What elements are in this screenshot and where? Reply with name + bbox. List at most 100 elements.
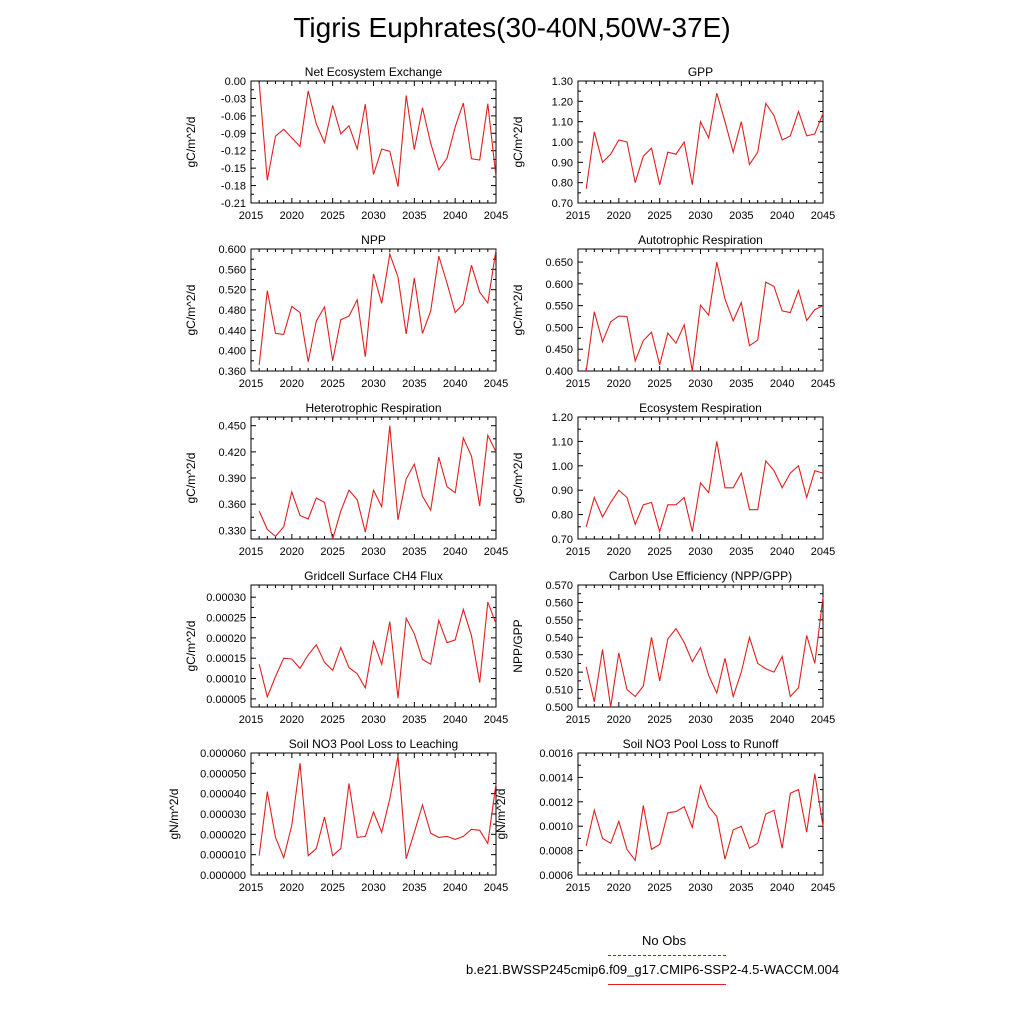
y-tick-label: 0.0012 bbox=[539, 797, 573, 809]
y-tick-label: 0.500 bbox=[545, 322, 573, 334]
x-tick-label: 2035 bbox=[729, 546, 753, 558]
x-tick-label: 2015 bbox=[239, 210, 263, 222]
y-tick-label: 0.00020 bbox=[206, 633, 246, 645]
y-tick-label: 0.000060 bbox=[200, 748, 246, 760]
x-tick-label: 2030 bbox=[688, 378, 712, 390]
x-tick-label: 2040 bbox=[770, 546, 794, 558]
x-tick-label: 2020 bbox=[607, 210, 631, 222]
x-tick-label: 2020 bbox=[607, 546, 631, 558]
x-tick-label: 2040 bbox=[443, 546, 467, 558]
panel-title: NPP bbox=[361, 233, 386, 247]
y-tick-label: 0.550 bbox=[545, 301, 573, 313]
y-tick-label: 1.20 bbox=[552, 412, 573, 424]
y-tick-label: 0.0016 bbox=[539, 748, 573, 760]
y-tick-label: 0.90 bbox=[552, 157, 573, 169]
panel-title: Soil NO3 Pool Loss to Runoff bbox=[623, 737, 780, 751]
y-tick-label: 1.00 bbox=[552, 137, 573, 149]
x-tick-label: 2040 bbox=[770, 210, 794, 222]
x-tick-label: 2020 bbox=[280, 546, 304, 558]
series-line bbox=[585, 261, 824, 372]
x-tick-label: 2030 bbox=[361, 378, 385, 390]
y-tick-label: 0.520 bbox=[545, 667, 573, 679]
x-tick-label: 2045 bbox=[484, 882, 508, 894]
series-line bbox=[258, 82, 497, 187]
series-line bbox=[258, 249, 497, 365]
y-tick-label: 0.480 bbox=[218, 305, 246, 317]
y-axis-label: gC/m^2/d bbox=[184, 117, 198, 168]
y-tick-label: 0.000010 bbox=[200, 850, 246, 862]
y-tick-label: 0.00015 bbox=[206, 653, 246, 665]
x-tick-label: 2025 bbox=[320, 882, 344, 894]
x-tick-label: 2025 bbox=[320, 546, 344, 558]
y-tick-label: 0.000000 bbox=[200, 870, 246, 882]
y-tick-label: 0.360 bbox=[218, 499, 246, 511]
x-tick-label: 2020 bbox=[280, 210, 304, 222]
x-tick-label: 2020 bbox=[607, 378, 631, 390]
x-tick-label: 2025 bbox=[320, 210, 344, 222]
x-tick-label: 2020 bbox=[280, 714, 304, 726]
y-tick-label: 0.510 bbox=[545, 685, 573, 697]
legend-obs-line bbox=[608, 955, 726, 956]
x-tick-label: 2045 bbox=[811, 546, 835, 558]
y-tick-label: 0.600 bbox=[218, 244, 246, 256]
x-tick-label: 2030 bbox=[361, 882, 385, 894]
x-tick-label: 2035 bbox=[729, 210, 753, 222]
x-tick-label: 2025 bbox=[320, 378, 344, 390]
y-tick-label: 0.90 bbox=[552, 485, 573, 497]
y-axis-label: gC/m^2/d bbox=[184, 621, 198, 672]
x-tick-label: 2040 bbox=[443, 378, 467, 390]
y-tick-label: 0.520 bbox=[218, 285, 246, 297]
panel-10: 2015 2020 2025 2030 2035 2040 2045 0.0006 0.0008… bbox=[494, 737, 835, 894]
series-line bbox=[258, 601, 497, 699]
plot-frame bbox=[250, 584, 497, 708]
y-tick-label: 1.20 bbox=[552, 96, 573, 108]
x-tick-label: 2040 bbox=[443, 714, 467, 726]
x-tick-label: 2040 bbox=[770, 882, 794, 894]
x-tick-label: 2040 bbox=[770, 378, 794, 390]
x-tick-label: 2045 bbox=[811, 210, 835, 222]
x-tick-label: 2030 bbox=[361, 546, 385, 558]
panel-title: Ecosystem Respiration bbox=[639, 401, 762, 415]
y-tick-label: 0.550 bbox=[545, 615, 573, 627]
y-tick-label: 1.10 bbox=[552, 117, 573, 129]
x-tick-label: 2045 bbox=[811, 882, 835, 894]
y-tick-label: -0.18 bbox=[221, 181, 246, 193]
x-tick-label: 2040 bbox=[443, 210, 467, 222]
panel-1: 2015 2020 2025 2030 2035 2040 2045 -0.21 -0.18 -0… bbox=[184, 65, 508, 222]
y-tick-label: 0.450 bbox=[218, 421, 246, 433]
y-tick-label: -0.21 bbox=[221, 198, 246, 210]
x-tick-label: 2025 bbox=[647, 378, 671, 390]
y-axis-label: NPP/GPP bbox=[511, 619, 525, 672]
x-tick-label: 2045 bbox=[484, 378, 508, 390]
y-axis-label: gC/m^2/d bbox=[511, 453, 525, 504]
legend-run-label: b.e21.BWSSP245cmip6.f09_g17.CMIP6-SSP2-4… bbox=[466, 962, 840, 977]
x-tick-label: 2020 bbox=[607, 882, 631, 894]
y-tick-label: 0.00010 bbox=[206, 674, 246, 686]
y-tick-label: 0.00025 bbox=[206, 613, 246, 625]
panel-title: Heterotrophic Respiration bbox=[305, 401, 441, 415]
y-tick-label: -0.03 bbox=[221, 93, 246, 105]
x-tick-label: 2045 bbox=[484, 546, 508, 558]
x-tick-label: 2015 bbox=[566, 210, 590, 222]
plot-frame bbox=[577, 248, 824, 372]
x-tick-label: 2045 bbox=[811, 714, 835, 726]
y-axis-label: gN/m^2/d bbox=[494, 789, 508, 840]
x-tick-label: 2040 bbox=[443, 882, 467, 894]
y-tick-label: 0.540 bbox=[545, 632, 573, 644]
x-tick-label: 2035 bbox=[402, 378, 426, 390]
y-axis-label: gC/m^2/d bbox=[184, 453, 198, 504]
x-tick-label: 2030 bbox=[361, 714, 385, 726]
x-tick-label: 2020 bbox=[280, 378, 304, 390]
panel-7: 2015 2020 2025 2030 2035 2040 2045 0.00005 0.000… bbox=[184, 569, 508, 726]
y-tick-label: 0.000050 bbox=[200, 768, 246, 780]
x-tick-label: 2025 bbox=[647, 882, 671, 894]
x-tick-label: 2030 bbox=[688, 714, 712, 726]
panel-6: 2015 2020 2025 2030 2035 2040 2045 0.70 0.80 0.90… bbox=[511, 401, 835, 558]
x-tick-label: 2025 bbox=[647, 546, 671, 558]
panel-title: GPP bbox=[688, 65, 713, 79]
y-axis-label: gN/m^2/d bbox=[167, 789, 181, 840]
y-tick-label: 1.10 bbox=[552, 436, 573, 448]
panel-title: Autotrophic Respiration bbox=[638, 233, 763, 247]
y-tick-label: 0.00005 bbox=[206, 694, 246, 706]
y-tick-label: 1.00 bbox=[552, 461, 573, 473]
